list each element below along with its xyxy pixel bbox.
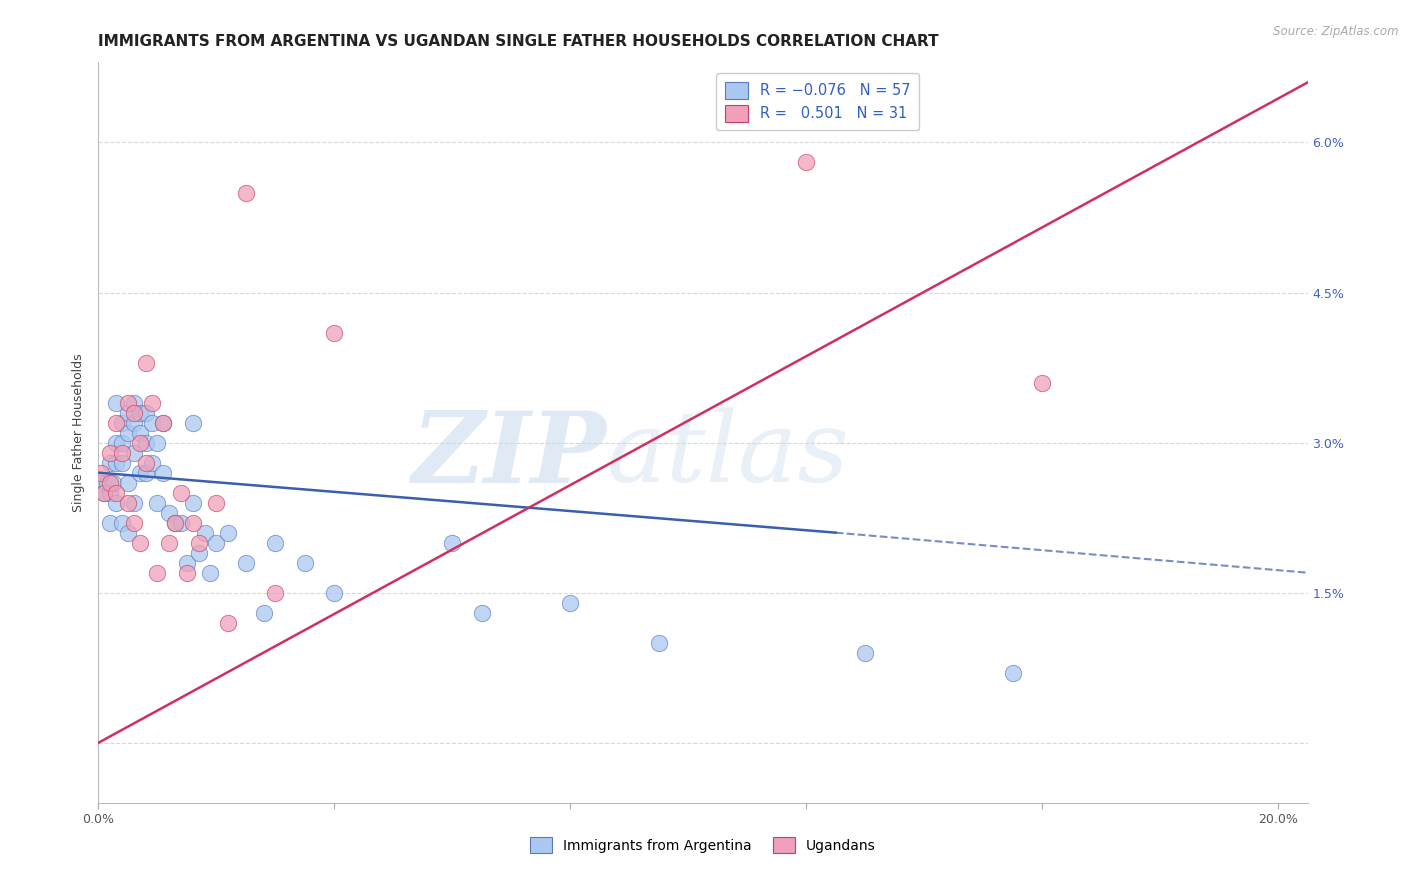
Point [93,485,115,500]
Point [648,636,671,650]
Point [560,596,582,610]
Point [117,475,139,490]
Text: IMMIGRANTS FROM ARGENTINA VS UGANDAN SINGLE FATHER HOUSEHOLDS CORRELATION CHART: IMMIGRANTS FROM ARGENTINA VS UGANDAN SIN… [98,34,939,49]
Point [152,416,174,430]
Point [128,435,150,450]
Point [217,615,239,630]
Point [128,535,150,549]
Point [98,516,121,530]
Point [1031,376,1053,390]
Point [105,416,128,430]
Point [128,466,150,480]
Point [105,395,128,409]
Point [194,525,217,540]
Point [157,535,180,549]
Point [181,496,204,510]
Point [294,556,316,570]
Point [217,525,239,540]
Point [141,456,163,470]
Point [117,406,139,420]
Point [264,535,287,549]
Point [111,435,134,450]
Point [170,485,193,500]
Point [200,566,222,580]
Point [93,485,115,500]
Point [105,456,128,470]
Text: atlas: atlas [606,407,849,502]
Point [111,456,134,470]
Point [96,475,118,490]
Point [152,416,174,430]
Point [853,646,876,660]
Point [176,556,198,570]
Point [122,406,145,420]
Point [235,556,257,570]
Point [146,566,169,580]
Point [181,416,204,430]
Point [128,425,150,440]
Point [105,496,128,510]
Point [135,406,157,420]
Point [105,485,128,500]
Point [141,416,163,430]
Point [117,425,139,440]
Point [117,525,139,540]
Point [105,435,128,450]
Point [90,475,112,490]
Point [165,516,187,530]
Point [135,435,157,450]
Point [111,445,134,459]
Point [176,566,198,580]
Point [117,395,139,409]
Point [152,466,174,480]
Point [135,355,157,369]
Point [98,456,121,470]
Point [135,466,157,480]
Point [141,395,163,409]
Point [165,516,187,530]
Point [235,186,257,200]
Point [128,406,150,420]
Point [122,516,145,530]
Text: ZIP: ZIP [412,407,606,503]
Point [170,516,193,530]
Point [122,416,145,430]
Point [181,516,204,530]
Point [187,546,209,560]
Point [323,585,346,599]
Point [252,606,274,620]
Point [323,326,346,340]
Point [98,445,121,459]
Legend: Immigrants from Argentina, Ugandans: Immigrants from Argentina, Ugandans [524,831,882,859]
Point [111,416,134,430]
Text: Source: ZipAtlas.com: Source: ZipAtlas.com [1274,25,1399,38]
Point [90,466,112,480]
Point [205,496,228,510]
Point [441,535,464,549]
Point [122,395,145,409]
Point [146,435,169,450]
Point [146,496,169,510]
Point [187,535,209,549]
Point [111,516,134,530]
Point [135,456,157,470]
Point [101,475,124,490]
Point [264,585,287,599]
Point [794,155,817,169]
Point [98,485,121,500]
Y-axis label: Single Father Households: Single Father Households [72,353,86,512]
Point [205,535,228,549]
Point [122,496,145,510]
Point [1001,665,1024,680]
Point [117,496,139,510]
Point [471,606,494,620]
Point [98,475,121,490]
Point [122,445,145,459]
Point [157,506,180,520]
